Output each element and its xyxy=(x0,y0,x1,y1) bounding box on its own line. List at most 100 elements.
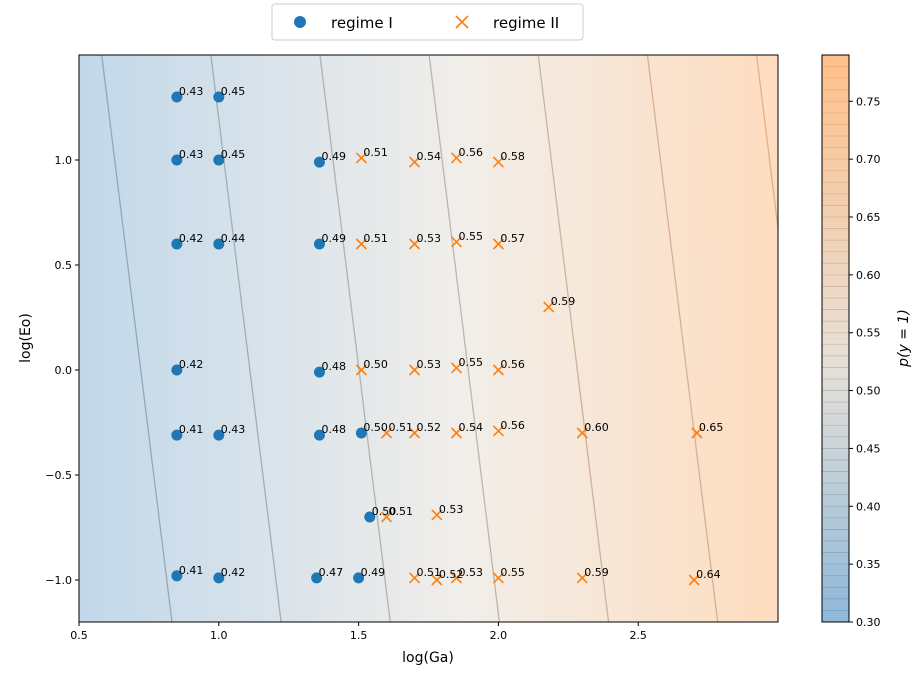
point-value-label: 0.50 xyxy=(363,421,388,434)
x-marker-stroke xyxy=(492,425,504,437)
regime-i-point xyxy=(213,238,225,250)
x-marker-stroke xyxy=(450,236,463,248)
point-value-label: 0.65 xyxy=(699,421,724,434)
regime-i-point xyxy=(171,238,183,250)
point-value-label: 0.52 xyxy=(417,421,442,434)
point-labels: 0.43 0.45 0.43 0.45 0.49 0.42 0.44 0.49 0.42 0.48… xyxy=(179,85,724,581)
point-value-label: 0.58 xyxy=(500,150,525,163)
regime-ii-point xyxy=(543,301,555,313)
point-value-label: 0.50 xyxy=(363,358,388,371)
regime-i-point xyxy=(355,427,367,439)
regime-i-point xyxy=(313,156,325,168)
regime-i-point xyxy=(171,570,183,582)
colorbar: 0.30 0.35 0.40 0.45 0.50 0.55 0.60 0.65 0.70 0.75… xyxy=(821,54,912,629)
regime-i-point xyxy=(171,364,183,376)
x-marker-stroke xyxy=(355,152,367,164)
x-marker-stroke xyxy=(408,364,421,376)
point-value-label: 0.54 xyxy=(417,150,442,163)
regime-i-point xyxy=(213,572,225,584)
regime-i-point xyxy=(364,511,376,523)
legend-marker-regime-i xyxy=(294,16,306,28)
plot-frame xyxy=(78,54,779,623)
regime-ii-point xyxy=(450,362,463,374)
plot-area xyxy=(78,54,779,623)
regime-i-point xyxy=(311,572,323,584)
x-marker-stroke xyxy=(450,427,463,439)
regime-ii-point xyxy=(355,152,367,164)
legend: regime I regime II xyxy=(271,3,584,41)
colorbar-tick-label: 0.35 xyxy=(856,558,881,571)
colorbar-ticks: 0.30 0.35 0.40 0.45 0.50 0.55 0.60 0.65 0.70 0.75 xyxy=(849,95,881,629)
legend-box xyxy=(271,3,584,41)
regime-ii-point xyxy=(492,364,504,376)
regime-ii-point xyxy=(492,156,504,168)
point-value-label: 0.49 xyxy=(321,232,346,245)
x-marker-stroke xyxy=(543,301,555,313)
regime-ii-point xyxy=(576,427,588,439)
point-value-label: 0.41 xyxy=(179,564,204,577)
point-value-label: 0.50 xyxy=(372,505,397,518)
point-value-label: 0.48 xyxy=(321,360,346,373)
x-marker-stroke xyxy=(492,572,504,584)
point-value-label: 0.53 xyxy=(458,566,483,579)
x-marker-stroke xyxy=(431,509,443,521)
contour-line xyxy=(101,55,173,622)
point-value-label: 0.45 xyxy=(221,85,246,98)
colorbar-tick-label: 0.75 xyxy=(856,95,881,108)
point-value-label: 0.43 xyxy=(179,148,204,161)
point-value-label: 0.43 xyxy=(221,423,246,436)
y-tick-label: −0.5 xyxy=(45,469,72,482)
regime-i-point xyxy=(213,429,225,441)
data-points xyxy=(171,91,703,586)
x-marker-stroke xyxy=(450,362,463,374)
x-marker-stroke xyxy=(355,364,367,376)
point-value-label: 0.42 xyxy=(221,566,246,579)
point-value-label: 0.43 xyxy=(179,85,204,98)
point-value-label: 0.53 xyxy=(417,358,442,371)
point-value-label: 0.55 xyxy=(500,566,525,579)
probability-contours xyxy=(101,55,778,622)
contour-line xyxy=(537,55,610,622)
regime-ii-point xyxy=(431,509,443,521)
point-value-label: 0.55 xyxy=(458,356,483,369)
y-tick-label: 1.0 xyxy=(55,154,73,167)
regime-ii-point xyxy=(380,427,393,439)
x-tick-label: 0.5 xyxy=(70,629,88,642)
colorbar-tick-label: 0.30 xyxy=(856,616,881,629)
point-value-label: 0.56 xyxy=(500,419,525,432)
point-value-label: 0.56 xyxy=(500,358,525,371)
x-marker-stroke xyxy=(380,511,393,523)
contour-line xyxy=(428,55,501,622)
regime-ii-point xyxy=(691,427,703,439)
legend-marker-regime-ii xyxy=(455,15,469,29)
regime-i-point xyxy=(171,154,183,166)
colorbar-tick-label: 0.70 xyxy=(856,153,881,166)
regime-i-point xyxy=(313,366,325,378)
colorbar-frame xyxy=(821,54,850,623)
x-tick-label: 2.5 xyxy=(629,629,647,642)
colorbar-tick-label: 0.45 xyxy=(856,442,881,455)
legend-label-regime-i: regime I xyxy=(331,14,393,32)
regime-ii-point xyxy=(355,364,367,376)
y-tick-label: 0.0 xyxy=(55,364,73,377)
x-marker-stroke xyxy=(408,427,421,439)
x-axis-title: log(Ga) xyxy=(402,650,454,666)
colorbar-tick-label: 0.55 xyxy=(856,327,881,340)
point-value-label: 0.64 xyxy=(696,568,721,581)
point-value-label: 0.51 xyxy=(363,146,388,159)
point-value-label: 0.49 xyxy=(321,150,346,163)
regime-i-point xyxy=(171,429,183,441)
x-tick-label: 1.5 xyxy=(350,629,368,642)
x-marker-stroke xyxy=(492,156,504,168)
x-marker-stroke xyxy=(492,238,504,250)
regime-i-point xyxy=(353,572,365,584)
point-value-label: 0.49 xyxy=(361,566,386,579)
colorbar-title: p(y = 1) xyxy=(896,309,912,368)
regime-ii-point xyxy=(408,572,421,584)
point-value-label: 0.45 xyxy=(221,148,246,161)
x-marker-stroke xyxy=(576,572,588,584)
regime-ii-point xyxy=(380,511,393,523)
regime-ii-point xyxy=(431,574,443,586)
x-marker-stroke xyxy=(408,572,421,584)
x-marker-stroke xyxy=(408,238,421,250)
